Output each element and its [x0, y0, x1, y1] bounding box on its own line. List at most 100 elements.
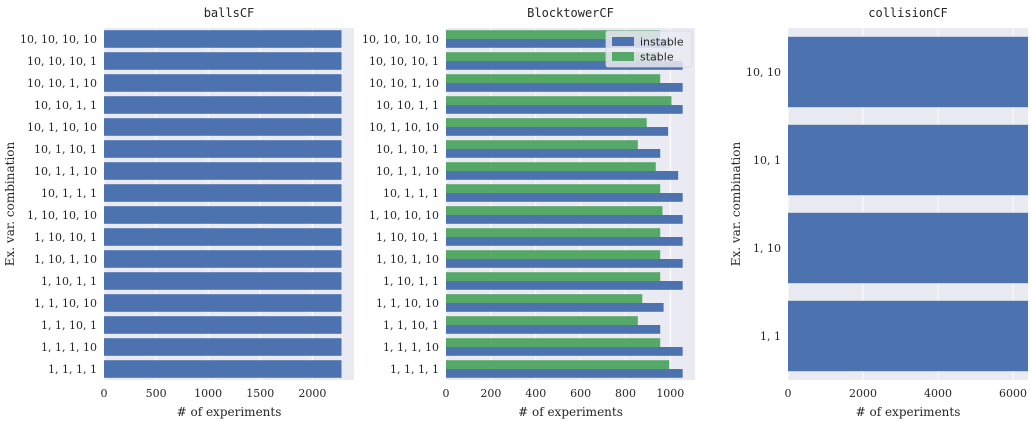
bar-stable-5: [446, 140, 638, 149]
bar-value-4: [104, 118, 342, 136]
bar-stable-10: [446, 250, 661, 259]
y-tick-label: 10, 10, 1, 10: [27, 77, 97, 90]
bar-instable-7: [446, 193, 683, 202]
chart-panel-0: 0 500 1000 1500 2000 10, 10, 10, 10 10, 10, 10…: [3, 6, 354, 419]
x-tick-label: 2000: [849, 387, 877, 400]
x-tick-label: 1500: [246, 387, 274, 400]
bar-value-1: [104, 52, 342, 70]
y-tick-label: 10, 10, 10, 1: [369, 55, 439, 68]
bar-stable-14: [446, 338, 661, 347]
y-tick-label: 10, 1, 10, 10: [369, 121, 439, 134]
y-tick-label: 1, 10, 10, 10: [369, 209, 439, 222]
bar-value-1: [788, 124, 1028, 196]
y-tick-label: 10, 1, 1, 10: [376, 165, 439, 178]
y-tick-label: 10, 1: [753, 154, 781, 167]
bar-stable-12: [446, 294, 643, 303]
bar-value-13: [104, 316, 342, 334]
y-tick-label: 1, 10, 1, 1: [41, 275, 97, 288]
x-tick-label: 0: [101, 387, 108, 400]
y-tick-label: 1, 1, 10, 10: [34, 297, 97, 310]
y-tick-label: 1, 1, 1, 1: [48, 363, 97, 376]
legend-label-instable: instable: [640, 36, 684, 49]
bar-value-0: [104, 30, 342, 48]
bar-stable-0: [446, 30, 661, 39]
legend: instable stable: [605, 30, 693, 68]
bar-stable-1: [446, 52, 661, 61]
y-tick-label: 1, 10: [753, 242, 781, 255]
bar-stable-8: [446, 206, 663, 215]
bar-stable-7: [446, 184, 661, 193]
bar-stable-6: [446, 162, 656, 171]
x-tick-label: 4000: [924, 387, 952, 400]
y-tick-label: 1, 10, 1, 10: [34, 253, 97, 266]
bar-value-12: [104, 294, 342, 312]
bar-instable-8: [446, 215, 683, 224]
y-tick-label: 10, 10, 1, 1: [34, 99, 97, 112]
y-tick-label: 1, 1, 10, 1: [41, 319, 97, 332]
x-tick-label: 6000: [999, 387, 1027, 400]
y-tick-label: 1, 10, 10, 1: [376, 231, 439, 244]
bar-instable-14: [446, 347, 683, 356]
y-tick-label: 1, 1: [760, 330, 781, 343]
y-tick-label: 10, 1, 1, 1: [41, 187, 97, 200]
bar-value-8: [104, 206, 342, 224]
x-tick-label: 800: [615, 387, 636, 400]
bar-value-11: [104, 272, 342, 290]
y-tick-label: 10, 1, 1, 1: [383, 187, 439, 200]
y-axis-label: Ex. var. combination: [729, 141, 743, 266]
bar-value-3: [104, 96, 342, 114]
bar-stable-15: [446, 360, 670, 369]
x-tick-label: 400: [525, 387, 546, 400]
bar-instable-15: [446, 369, 683, 378]
bar-instable-0: [446, 39, 671, 48]
bar-stable-2: [446, 74, 661, 83]
bar-value-5: [104, 140, 342, 158]
bar-value-9: [104, 228, 342, 246]
bar-stable-11: [446, 272, 661, 281]
bar-value-10: [104, 250, 342, 268]
y-tick-label: 10, 10, 1, 1: [376, 99, 439, 112]
bar-value-6: [104, 162, 342, 180]
y-tick-label: 10, 10, 10, 10: [362, 33, 439, 46]
legend-swatch-stable: [612, 52, 634, 61]
x-tick-label: 1000: [194, 387, 222, 400]
y-tick-label: 1, 1, 1, 1: [390, 363, 439, 376]
bar-value-14: [104, 338, 342, 356]
bar-value-15: [104, 360, 342, 378]
bar-stable-9: [446, 228, 661, 237]
y-tick-label: 10, 10: [746, 66, 781, 79]
y-tick-label: 10, 1, 1, 10: [34, 165, 97, 178]
bar-instable-4: [446, 127, 669, 136]
y-tick-label: 1, 1, 10, 1: [383, 319, 439, 332]
bar-value-0: [788, 36, 1028, 108]
x-tick-label: 2000: [298, 387, 326, 400]
bar-instable-6: [446, 171, 679, 180]
y-tick-label: 1, 1, 1, 10: [41, 341, 97, 354]
x-axis-label: # of experiments: [177, 405, 282, 419]
x-tick-label: 200: [480, 387, 501, 400]
bar-value-7: [104, 184, 342, 202]
y-tick-label: 10, 10, 10, 1: [27, 55, 97, 68]
y-tick-label: 10, 10, 1, 10: [369, 77, 439, 90]
bar-stable-3: [446, 96, 672, 105]
x-tick-label: 600: [570, 387, 591, 400]
bar-instable-5: [446, 149, 661, 158]
y-tick-label: 1, 10, 1, 10: [376, 253, 439, 266]
bar-instable-1: [446, 61, 683, 70]
bar-instable-2: [446, 83, 683, 92]
bar-value-2: [788, 212, 1028, 284]
x-axis-label: # of experiments: [518, 405, 623, 419]
y-tick-label: 1, 10, 10, 10: [27, 209, 97, 222]
bar-instable-3: [446, 105, 683, 114]
y-tick-label: 1, 10, 10, 1: [34, 231, 97, 244]
x-tick-label: 0: [443, 387, 450, 400]
y-tick-label: 10, 1, 10, 1: [34, 143, 97, 156]
chart-title: collisionCF: [868, 6, 947, 20]
x-axis-label: # of experiments: [856, 405, 961, 419]
y-tick-label: 1, 1, 1, 10: [383, 341, 439, 354]
bar-stable-4: [446, 118, 647, 127]
bar-instable-12: [446, 303, 664, 312]
chart-title: BlocktowerCF: [527, 6, 614, 20]
bar-instable-9: [446, 237, 683, 246]
